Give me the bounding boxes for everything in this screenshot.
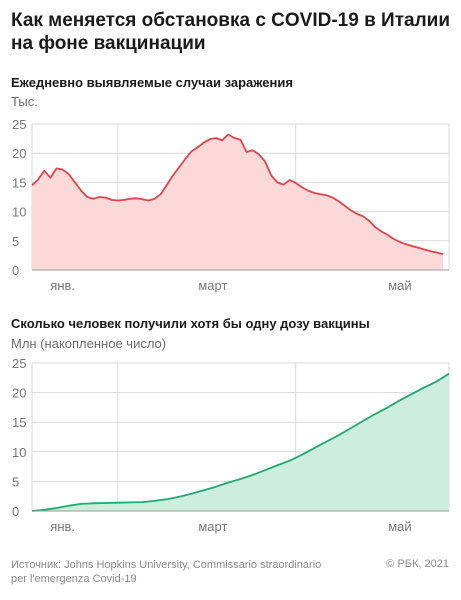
chart1-ytick-label: 5 <box>12 234 19 249</box>
chart2-month-label: май <box>388 519 411 534</box>
chart1-month-label: март <box>198 278 227 293</box>
chart2-ylabel: Млн (накопленное число) <box>11 336 167 351</box>
cases-chart: 0 5 10 15 20 25 янв. март май <box>12 117 450 293</box>
chart1-title: Ежедневно выявляемые случаи заражения <box>11 75 293 90</box>
chart2-title: Сколько человек получили хотя бы одну до… <box>11 316 370 331</box>
credit: © РБК, 2021 <box>386 558 449 570</box>
chart1-month-label: янв. <box>50 278 75 293</box>
chart1-ytick-label: 20 <box>12 146 26 161</box>
chart2-month-label: янв. <box>50 519 75 534</box>
chart1-area <box>32 134 443 270</box>
chart1-ytick-label: 25 <box>12 117 26 132</box>
chart2-ytick-label: 15 <box>12 415 26 430</box>
chart2-ytick-label: 20 <box>12 386 26 401</box>
chart1-month-label: май <box>388 278 411 293</box>
chart1-ytick-label: 0 <box>12 263 19 278</box>
source-line-2: per l'emergenza Covid-19 <box>11 573 137 585</box>
chart2-series-line <box>31 372 450 512</box>
chart1-ytick-label: 10 <box>12 205 26 220</box>
page-title: Как меняется обстановка с COVID-19 в Ита… <box>11 10 450 54</box>
chart2-ytick-label: 10 <box>12 445 26 460</box>
chart2-ytick-label: 0 <box>12 504 19 519</box>
chart2-ytick-label: 25 <box>12 356 26 371</box>
chart2-ytick-label: 5 <box>12 474 19 489</box>
source-note: Источник: Johns Hopkins University, Comm… <box>11 558 321 586</box>
chart1-ylabel: Тыс. <box>11 94 38 109</box>
chart2-area <box>32 373 449 511</box>
chart1-ytick-label: 15 <box>12 175 26 190</box>
chart1-series-line <box>31 133 444 256</box>
source-line-1: Источник: Johns Hopkins University, Comm… <box>11 559 322 571</box>
chart2-month-label: март <box>198 519 227 534</box>
vaccination-chart: 0 5 10 15 20 25 янв. март май <box>12 356 450 534</box>
